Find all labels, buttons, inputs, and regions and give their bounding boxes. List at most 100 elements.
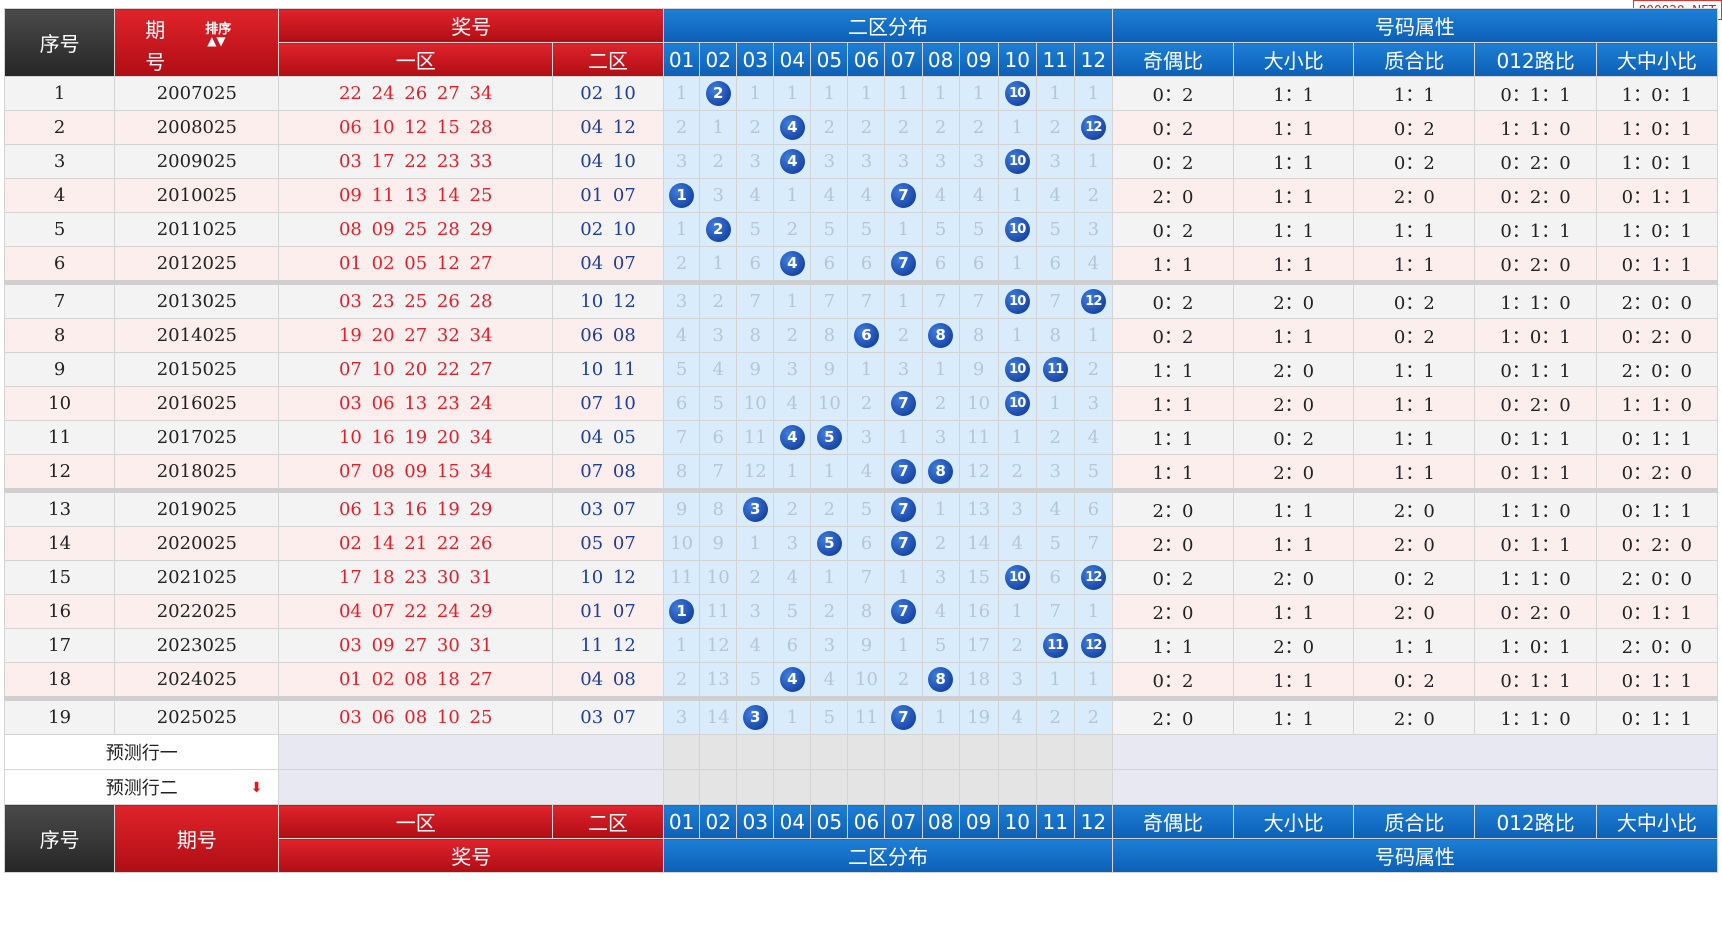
footer-attr-col[interactable]: 大小比: [1233, 804, 1355, 839]
footer-dist-col[interactable]: 02: [699, 804, 738, 839]
header-issue-sort[interactable]: 期 号 排序 ▲▼: [114, 8, 280, 77]
prediction-dist-cell[interactable]: [773, 734, 812, 770]
dist-col-header[interactable]: 01: [663, 42, 701, 77]
dist-col-header[interactable]: 02: [699, 42, 738, 77]
attr-cell: 1：1：0: [1595, 386, 1719, 421]
drawn-number-ball: 5: [816, 531, 842, 556]
footer-dist-col[interactable]: 06: [847, 804, 886, 839]
arrow-down-icon[interactable]: ⬇: [250, 780, 263, 796]
prediction-dist-cell[interactable]: [810, 734, 849, 770]
prediction-row-label[interactable]: 预测行一: [3, 734, 280, 770]
prediction-dist-cell[interactable]: [958, 734, 999, 770]
prediction-dist-cell[interactable]: [847, 734, 886, 770]
attr-col-header[interactable]: 012路比: [1474, 42, 1597, 77]
prediction-zone-cell[interactable]: [278, 769, 665, 805]
prediction-dist-cell[interactable]: [1073, 734, 1113, 770]
footer-attr-col[interactable]: 012路比: [1474, 804, 1597, 839]
row-zone1-numbers: 10 16 19 20 34: [278, 420, 553, 455]
footer-dist-col[interactable]: 07: [884, 804, 923, 839]
prediction-dist-cell[interactable]: [884, 734, 923, 770]
footer-dist-col[interactable]: 10: [997, 804, 1037, 839]
attr-cell: 1：1: [1233, 696, 1355, 735]
dist-col-header[interactable]: 06: [847, 42, 886, 77]
prediction-zone-cell[interactable]: [278, 734, 665, 770]
prediction-dist-cell[interactable]: [699, 734, 738, 770]
dist-col-header[interactable]: 07: [884, 42, 923, 77]
footer-dist-col[interactable]: 12: [1073, 804, 1113, 839]
prediction-dist-cell[interactable]: [736, 734, 775, 770]
dist-cell: 8: [663, 454, 701, 491]
prediction-dist-cell[interactable]: [1035, 734, 1075, 770]
footer-dist-col[interactable]: 09: [958, 804, 999, 839]
attr-cell: 1：1：0: [1474, 110, 1597, 145]
footer-index[interactable]: 序号: [3, 804, 116, 873]
prediction-row-label[interactable]: 预测行二 ⬇: [3, 769, 280, 805]
attr-cell: 1：1: [1233, 144, 1355, 179]
prediction-dist-cell[interactable]: [921, 734, 960, 770]
attr-cell: 1：1: [1353, 76, 1476, 111]
prediction-dist-cell[interactable]: [997, 769, 1037, 805]
footer-dist-col[interactable]: 08: [921, 804, 960, 839]
footer-dist-col[interactable]: 03: [736, 804, 775, 839]
prediction-dist-cell[interactable]: [663, 769, 701, 805]
prediction-dist-cell[interactable]: [921, 769, 960, 805]
row-zone1-numbers: 01 02 05 12 27: [278, 246, 553, 283]
row-index: 14: [3, 526, 116, 561]
prediction-dist-cell[interactable]: [1035, 769, 1075, 805]
prediction-dist-cell[interactable]: [663, 734, 701, 770]
footer-dist-col[interactable]: 05: [810, 804, 849, 839]
footer-attr-col[interactable]: 质合比: [1353, 804, 1476, 839]
sort-label[interactable]: 排序: [205, 21, 232, 37]
prediction-dist-cell[interactable]: [810, 769, 849, 805]
footer-dist-col[interactable]: 01: [663, 804, 701, 839]
dist-col-header[interactable]: 12: [1073, 42, 1113, 77]
prediction-dist-cell[interactable]: [884, 769, 923, 805]
prediction-dist-cell[interactable]: [847, 769, 886, 805]
dist-cell: 6: [773, 628, 812, 663]
dist-cell: 1: [699, 110, 738, 145]
attr-col-header[interactable]: 奇偶比: [1111, 42, 1235, 77]
footer-dist-col[interactable]: 04: [773, 804, 812, 839]
dist-cell: 1: [847, 352, 886, 387]
dist-cell: 6: [699, 420, 738, 455]
prediction-dist-cell[interactable]: [1073, 769, 1113, 805]
dist-cell: 5: [1035, 526, 1075, 561]
dist-cell: 5: [921, 212, 960, 247]
footer-dist-col[interactable]: 11: [1035, 804, 1075, 839]
sort-arrows-icon[interactable]: ▲▼: [207, 33, 226, 48]
prediction-dist-cell[interactable]: [997, 734, 1037, 770]
attr-cell: 1：0：1: [1474, 318, 1597, 353]
attr-cell: 1：1: [1233, 110, 1355, 145]
row-issue: 2019025: [114, 488, 280, 527]
footer-attr-col[interactable]: 奇偶比: [1111, 804, 1235, 839]
attr-col-header[interactable]: 质合比: [1353, 42, 1476, 77]
prediction-row[interactable]: 预测行一: [3, 734, 1719, 770]
dist-cell: 1: [921, 696, 960, 735]
drawn-number-ball: 10: [1004, 289, 1030, 314]
footer-attr-col[interactable]: 大中小比: [1595, 804, 1719, 839]
prediction-dist-cell[interactable]: [958, 769, 999, 805]
attr-col-header[interactable]: 大小比: [1233, 42, 1355, 77]
dist-col-header[interactable]: 10: [997, 42, 1037, 77]
dist-cell: 8: [921, 662, 960, 699]
dist-col-header[interactable]: 08: [921, 42, 960, 77]
prediction-row[interactable]: 预测行二 ⬇: [3, 769, 1719, 805]
header-index[interactable]: 序号: [3, 8, 116, 77]
dist-col-header[interactable]: 04: [773, 42, 812, 77]
dist-cell: 3: [884, 144, 923, 179]
dist-cell: 1: [1035, 662, 1075, 699]
attr-cell: 0：2：0: [1474, 386, 1597, 421]
prediction-attr-cell[interactable]: [1111, 734, 1719, 770]
prediction-dist-cell[interactable]: [699, 769, 738, 805]
prediction-dist-cell[interactable]: [736, 769, 775, 805]
attr-col-header[interactable]: 大中小比: [1595, 42, 1719, 77]
dist-col-header[interactable]: 05: [810, 42, 849, 77]
prediction-attr-cell[interactable]: [1111, 769, 1719, 805]
row-zone2-numbers: 02 10: [551, 76, 665, 111]
dist-cell: 3: [884, 352, 923, 387]
dist-col-header[interactable]: 03: [736, 42, 775, 77]
prediction-dist-cell[interactable]: [773, 769, 812, 805]
dist-col-header[interactable]: 09: [958, 42, 999, 77]
footer-issue[interactable]: 期号: [114, 804, 280, 873]
dist-col-header[interactable]: 11: [1035, 42, 1075, 77]
